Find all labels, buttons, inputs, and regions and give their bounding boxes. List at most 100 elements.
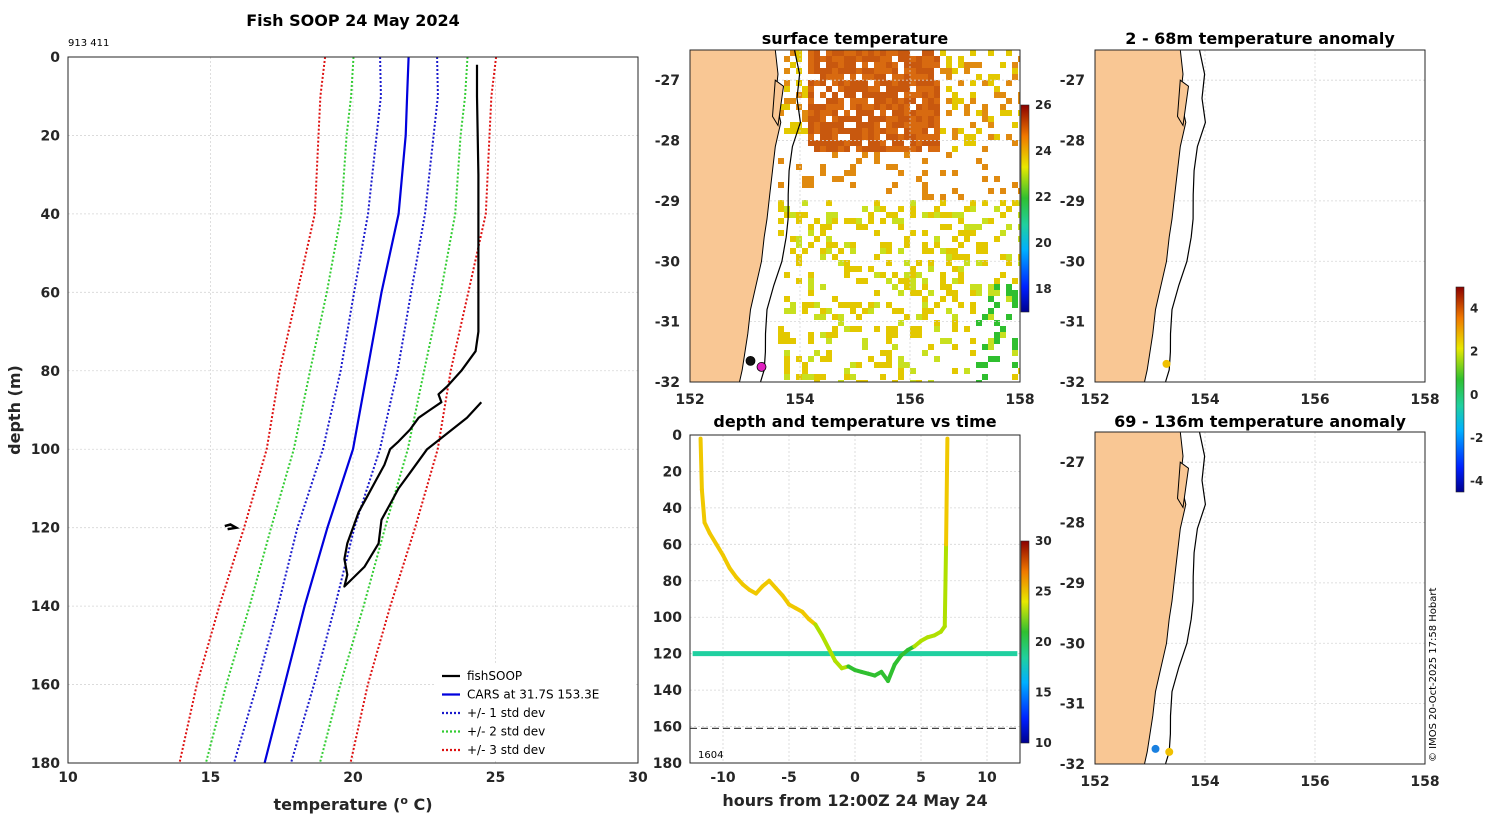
- sst-cell: [862, 122, 868, 128]
- sst-cell: [1012, 278, 1018, 284]
- profile-ylabel: depth (m): [5, 365, 24, 455]
- sst-cell: [886, 212, 892, 218]
- sst-cell: [886, 332, 892, 338]
- sst-cell: [922, 50, 928, 56]
- sst-cell: [838, 50, 844, 56]
- legend-box: [436, 665, 636, 760]
- sst-cell: [868, 116, 874, 122]
- sst-cell: [898, 206, 904, 212]
- sst-cell: [910, 368, 916, 374]
- sst-cell: [940, 278, 946, 284]
- sst-cell: [874, 272, 880, 278]
- sst-cell: [892, 128, 898, 134]
- sst-cell: [838, 56, 844, 62]
- track-segment: [714, 542, 725, 558]
- sst-cell: [970, 62, 976, 68]
- sst-cell: [784, 104, 790, 110]
- sst-cell: [1000, 110, 1006, 116]
- sst-cell: [832, 326, 838, 332]
- track-segment: [702, 520, 712, 536]
- sst-cell: [820, 254, 826, 260]
- sst-cell: [928, 146, 934, 152]
- sst-cell: [922, 140, 928, 146]
- sst-cell: [832, 80, 838, 86]
- lat-tick-label: -29: [1060, 576, 1085, 592]
- lat-tick-label: -31: [1060, 315, 1085, 331]
- sst-cell: [868, 92, 874, 98]
- sst-cell: [850, 170, 856, 176]
- sst-cell: [892, 332, 898, 338]
- sst-cell: [976, 110, 982, 116]
- sst-cell: [814, 302, 820, 308]
- sst-cell: [916, 146, 922, 152]
- sst-cell: [820, 68, 826, 74]
- sst-cell: [790, 98, 796, 104]
- sst-cell: [892, 164, 898, 170]
- y-tick-label: 100: [653, 610, 682, 626]
- sst-cell: [892, 122, 898, 128]
- sst-cell: [910, 284, 916, 290]
- sst-frame: [689, 49, 1021, 383]
- sst-cell: [970, 284, 976, 290]
- sst-cell: [832, 152, 838, 158]
- sst-cell: [814, 110, 820, 116]
- sst-cell: [922, 104, 928, 110]
- sst-cell: [946, 86, 952, 92]
- sst-cell: [820, 116, 826, 122]
- sst-cell: [886, 122, 892, 128]
- sst-cell: [868, 146, 874, 152]
- sst-cell: [820, 56, 826, 62]
- sst-cell: [856, 158, 862, 164]
- sst-cell: [964, 206, 970, 212]
- depth-time-frame: [689, 434, 1021, 764]
- sst-cell: [946, 68, 952, 74]
- sst-cell: [820, 230, 826, 236]
- sst-cell: [856, 134, 862, 140]
- sst-cell: [838, 104, 844, 110]
- sst-cell: [958, 242, 964, 248]
- y-tick-label: 120: [31, 521, 60, 537]
- sst-cell: [946, 74, 952, 80]
- sst-cell: [988, 74, 994, 80]
- sst-cell: [814, 314, 820, 320]
- sst-cell: [940, 200, 946, 206]
- sst-cell: [892, 308, 898, 314]
- sst-cell: [856, 110, 862, 116]
- sst-cell: [814, 380, 820, 382]
- sst-cell: [820, 374, 826, 380]
- sst-cell: [892, 272, 898, 278]
- sst-cell: [808, 290, 814, 296]
- anomaly-lower-ticks: 152 154 156 158 -27 -28 -29 -30 -31 -32: [1060, 455, 1440, 790]
- sst-cell: [922, 308, 928, 314]
- sst-cell: [910, 326, 916, 332]
- profile-title: Fish SOOP 24 May 2024: [246, 11, 460, 30]
- sst-cell: [910, 74, 916, 80]
- sst-cell: [832, 110, 838, 116]
- sst-cell: [802, 110, 808, 116]
- sst-cell: [820, 134, 826, 140]
- sst-cell: [880, 242, 886, 248]
- sst-cell: [880, 62, 886, 68]
- sst-cell: [862, 380, 868, 382]
- sst-cell: [832, 212, 838, 218]
- sst-cell: [910, 146, 916, 152]
- sst-cell: [970, 302, 976, 308]
- std-dev-line: [204, 56, 355, 764]
- sst-cell: [982, 200, 988, 206]
- sst-cell: [814, 140, 820, 146]
- sst-cell: [778, 110, 784, 116]
- sst-cell: [868, 74, 874, 80]
- sst-cell: [790, 50, 796, 56]
- sst-cell: [790, 122, 796, 128]
- sst-cell: [784, 368, 790, 374]
- sst-cell: [826, 338, 832, 344]
- sst-cell: [892, 92, 898, 98]
- sst-cell: [874, 50, 880, 56]
- sst-cell: [1000, 254, 1006, 260]
- sst-cell: [1006, 80, 1012, 86]
- sst-cell: [982, 176, 988, 182]
- sst-cell: [868, 122, 874, 128]
- sst-cell: [820, 110, 826, 116]
- sst-cell: [796, 218, 802, 224]
- sst-cell: [958, 128, 964, 134]
